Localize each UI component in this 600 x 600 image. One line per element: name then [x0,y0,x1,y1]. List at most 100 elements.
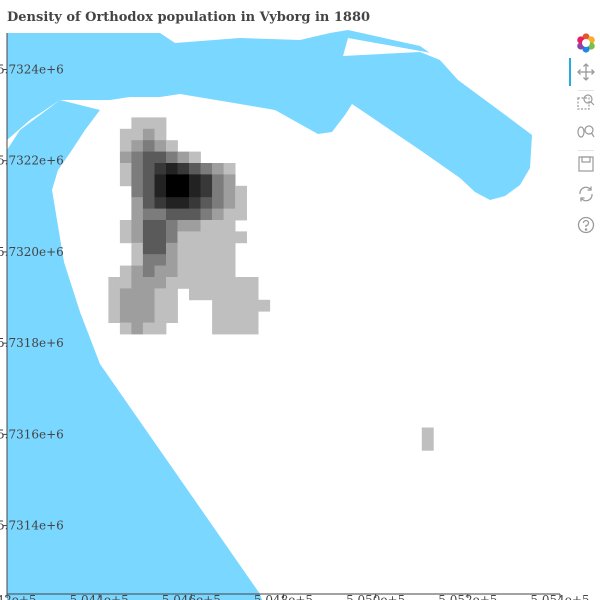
heatmap-cell [189,185,201,198]
heatmap-cell [177,231,190,244]
heatmap-cell [223,185,236,198]
heatmap-cell [131,277,144,289]
heatmap-cell [212,242,224,255]
heatmap-cell [189,197,201,209]
heatmap-cell [142,288,155,301]
water-inlet-left [7,300,44,440]
heatmap-cell [223,197,236,209]
heatmap-cell [200,220,213,232]
heatmap-cell [142,163,155,175]
heatmap-cell [142,140,155,152]
heatmap-cell [166,254,178,266]
heatmap-cell [154,265,167,278]
heatmap-cell [223,311,236,323]
heatmap-cell [142,299,155,312]
heatmap-cell [131,208,144,221]
heatmap-cell [131,265,144,278]
heatmap-cell [166,277,178,289]
heatmap-cell [119,128,132,141]
heatmap-cell [200,288,213,301]
heatmap-cell [142,242,155,255]
y-ticks: 5.7314e+6 5.7316e+6 5.7318e+6 5.7320e+6 5.73… [0,62,64,532]
heatmap-cell [142,231,155,244]
heatmap-cell [212,254,224,266]
heatmap-cell [131,140,144,152]
heatmap-cell [177,174,190,187]
heatmap-layer [108,117,434,451]
heatmap-cell [189,231,201,244]
heatmap-cell [223,322,236,335]
heatmap-cell [142,311,155,323]
heatmap-cell [108,311,121,323]
heatmap-cell [119,231,132,244]
heatmap-cell [166,140,178,152]
heatmap-cell [223,220,236,232]
heatmap-cell [154,208,167,221]
heatmap-cell [200,231,213,244]
heatmap-cell [154,117,167,130]
heatmap-cell [142,277,155,289]
heatmap-cell [166,197,178,209]
heatmap-cell [212,163,224,175]
heatmap-cell [177,265,190,278]
heatmap-cell [154,140,167,152]
heatmap-cell [131,242,144,255]
heatmap-cell [177,254,190,266]
heatmap-cell [131,128,144,141]
heatmap-cell [200,265,213,278]
heatmap-cell [200,197,213,209]
wheel-zoom-icon[interactable] [573,119,599,145]
y-tick-label: 5.7314e+6 [0,519,64,533]
pan-icon[interactable] [573,59,599,85]
heatmap-cell [131,117,144,130]
heatmap-cell [235,299,247,312]
heatmap-cell [142,117,155,130]
heatmap-cell [177,163,190,175]
heatmap-cell [200,163,213,175]
land-cuts [160,33,600,80]
water-northwest-corner [7,33,175,80]
heatmap-cell [177,242,190,255]
heatmap-cell [154,151,167,164]
reset-icon[interactable] [573,181,599,207]
heatmap-cell [189,163,201,175]
y-tick-label: 5.7320e+6 [0,245,64,259]
heatmap-cell [166,242,178,255]
heatmap-cell [166,174,178,187]
heatmap-cell [212,197,224,209]
heatmap-cell [108,277,121,289]
y-tick-label: 5.7324e+6 [0,62,64,76]
heatmap-cell [421,427,434,440]
heatmap-cell [177,277,190,289]
heatmap-cell [223,174,236,187]
heatmap-cell [235,185,247,198]
heatmap-cell [142,185,155,198]
heatmap-cell [177,151,190,164]
heatmap-cell [108,288,121,301]
heatmap-cell [119,220,132,232]
heatmap-cell [189,265,201,278]
land-top-left-wedge [160,33,330,43]
heatmap-cell [166,151,178,164]
heatmap-cell [246,288,259,301]
save-icon[interactable] [573,151,599,177]
heatmap-cell [119,277,132,289]
heatmap-cell [131,197,144,209]
heatmap-cell [246,322,259,335]
help-icon[interactable] [573,212,599,238]
heatmap-cell [200,185,213,198]
heatmap-cell [177,185,190,198]
box-zoom-icon[interactable] [573,89,599,115]
heatmap-cell [223,254,236,266]
water-west-channel [7,100,262,600]
heatmap-cell [142,208,155,221]
heatmap-cell [212,231,224,244]
heatmap-cell [142,128,155,141]
heatmap-cell [177,220,190,232]
land-north-strip [343,33,600,80]
bokeh-logo-icon[interactable] [573,30,599,56]
x-tick-label: 5.052e+5 [438,593,497,600]
heatmap-cell [246,299,259,312]
heatmap-cell [235,231,247,244]
